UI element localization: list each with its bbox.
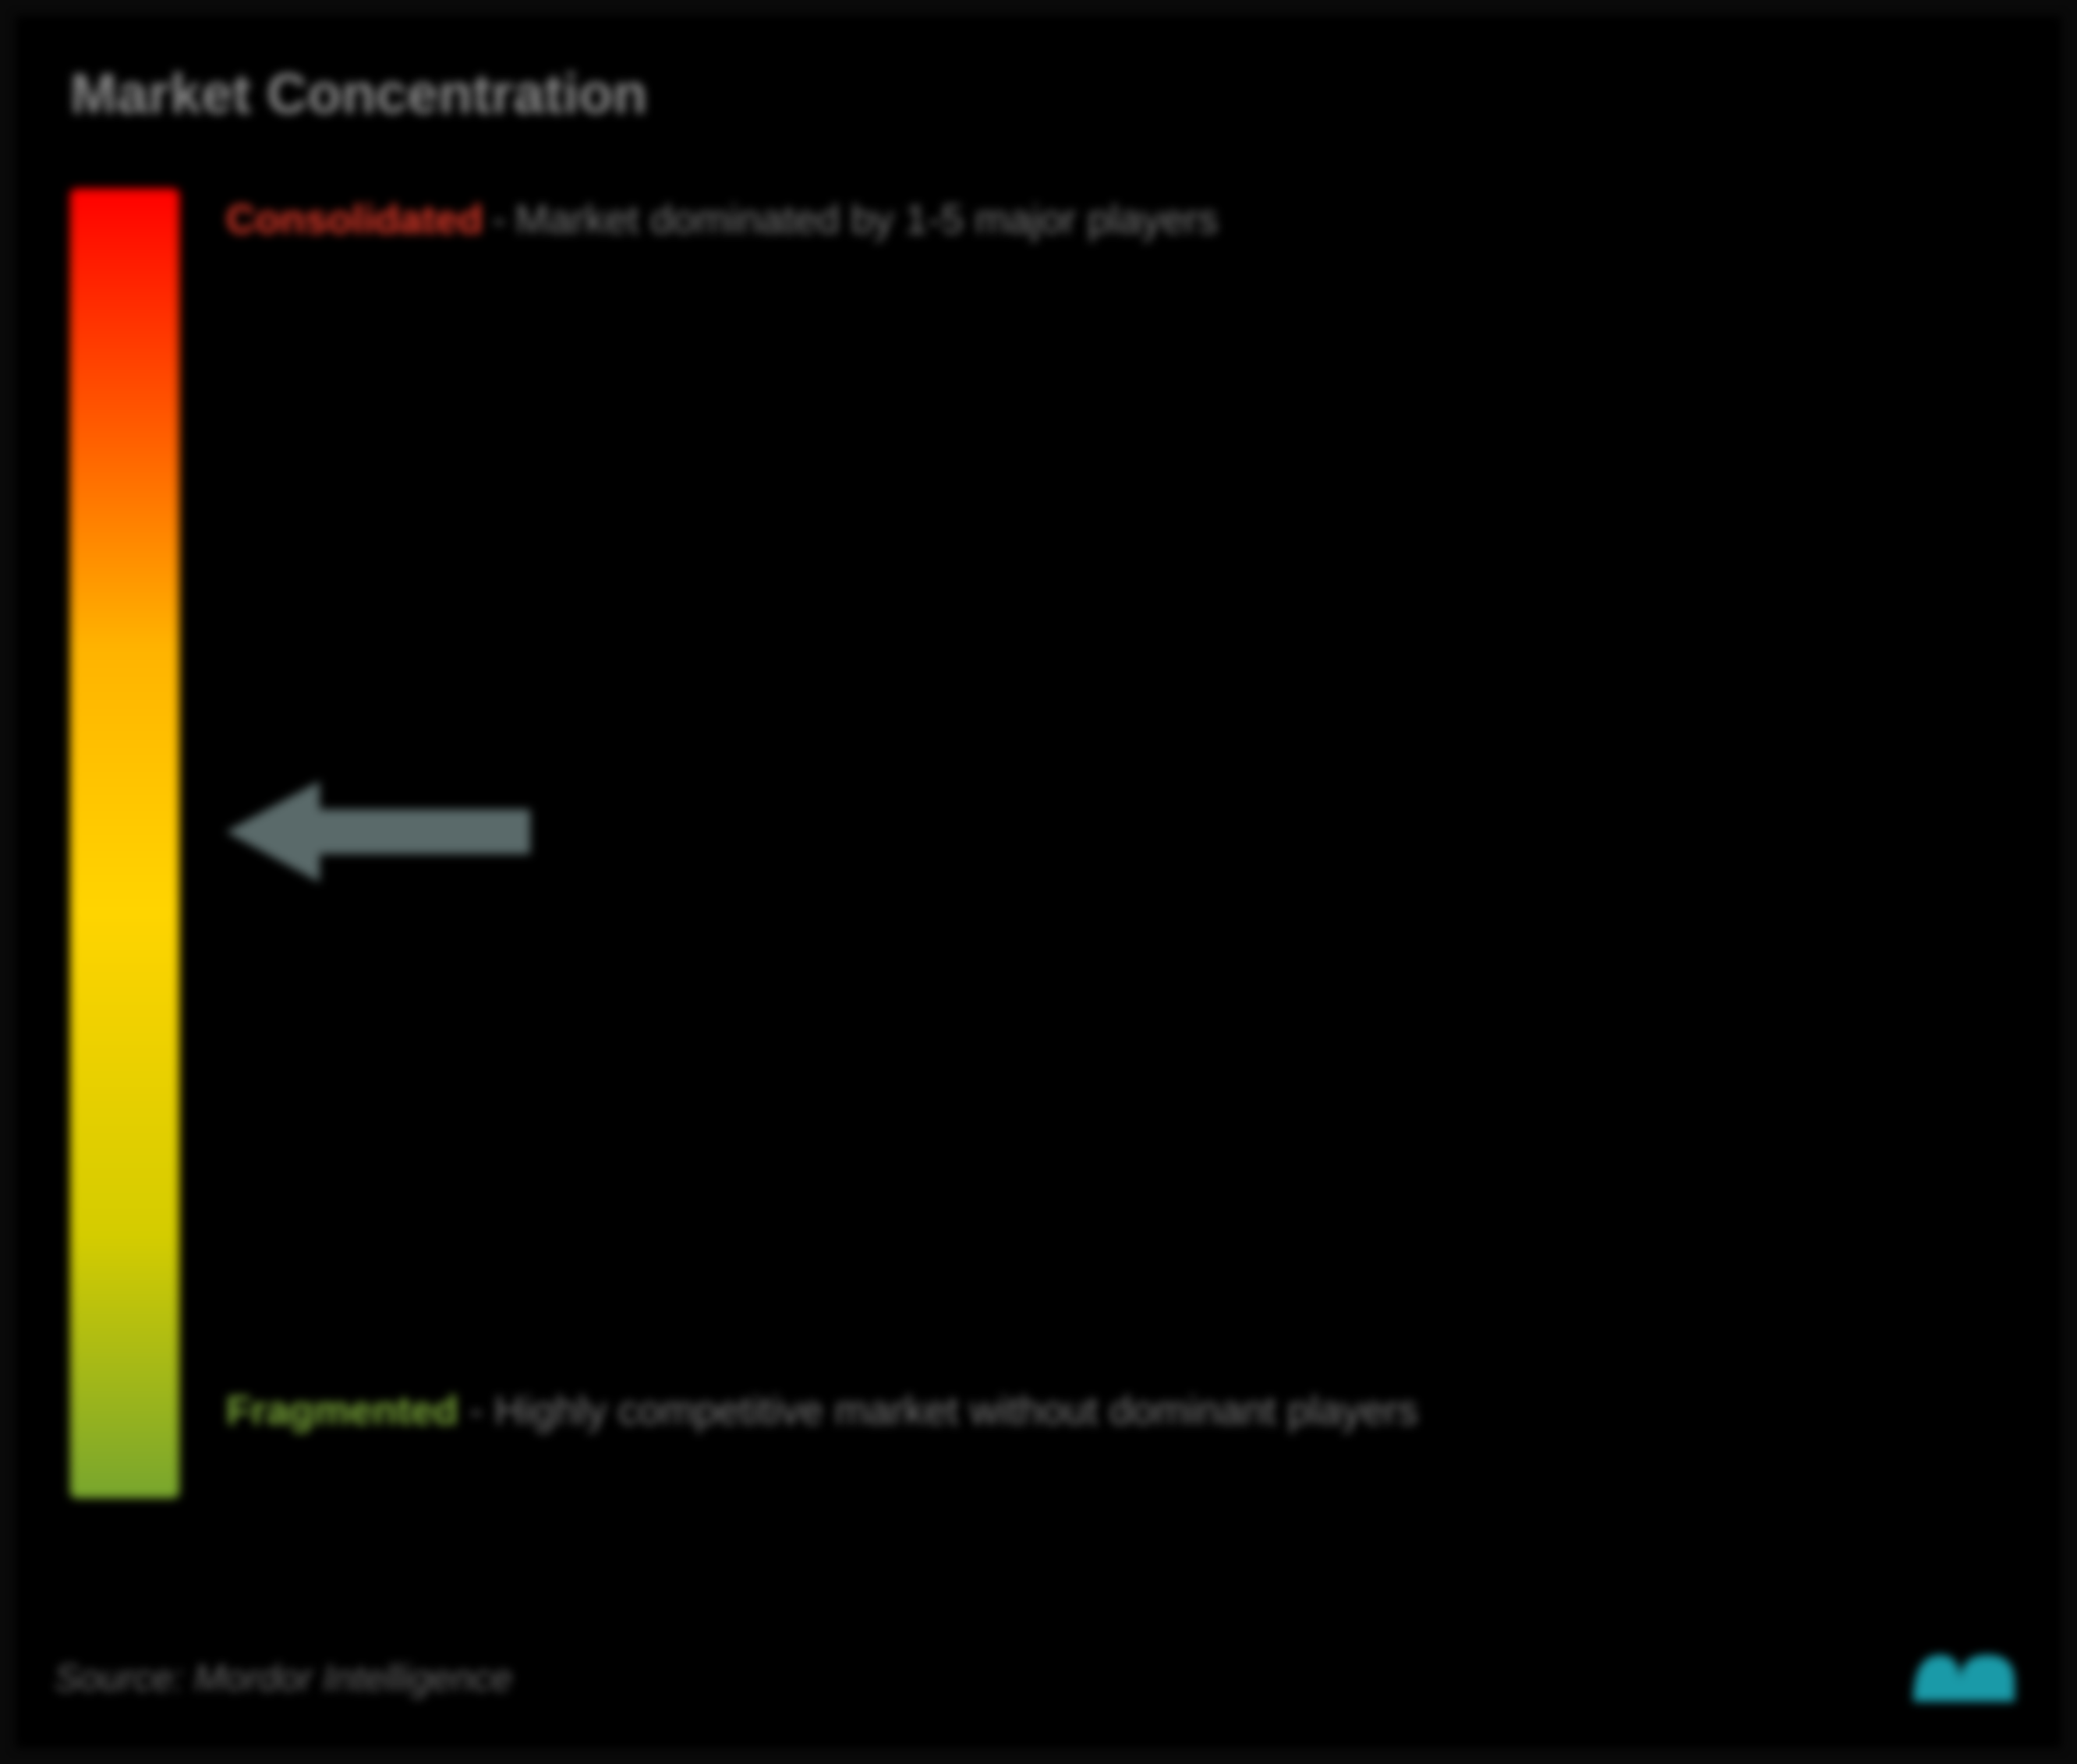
fragmented-keyword: Fragmented [226, 1388, 458, 1433]
source-attribution: Source: Mordor Intelligence [55, 1657, 512, 1700]
labels-column: Consolidated - Market dominated by 1-5 m… [226, 189, 2007, 1498]
chart-container: Market Concentration Consolidated - Mark… [16, 16, 2061, 1748]
brand-logo [1905, 1639, 2022, 1717]
fragmented-label: Fragmented - Highly competitive market w… [226, 1379, 1418, 1444]
left-arrow-icon [226, 781, 530, 882]
concentration-scale-bar [70, 189, 179, 1498]
logo-icon [1905, 1639, 2022, 1717]
consolidated-keyword: Consolidated [226, 196, 483, 243]
consolidated-separator: - [492, 196, 505, 243]
consolidated-description: Market dominated by 1-5 major players [515, 196, 1219, 243]
chart-footer: Source: Mordor Intelligence [55, 1639, 2022, 1717]
fragmented-description: Highly competitive market without domina… [494, 1388, 1418, 1433]
consolidated-label: Consolidated - Market dominated by 1-5 m… [226, 196, 1218, 243]
chart-title: Market Concentration [70, 62, 2007, 126]
fragmented-separator: - [469, 1388, 483, 1433]
indicator-arrow [226, 781, 530, 886]
chart-body: Consolidated - Market dominated by 1-5 m… [70, 189, 2007, 1498]
